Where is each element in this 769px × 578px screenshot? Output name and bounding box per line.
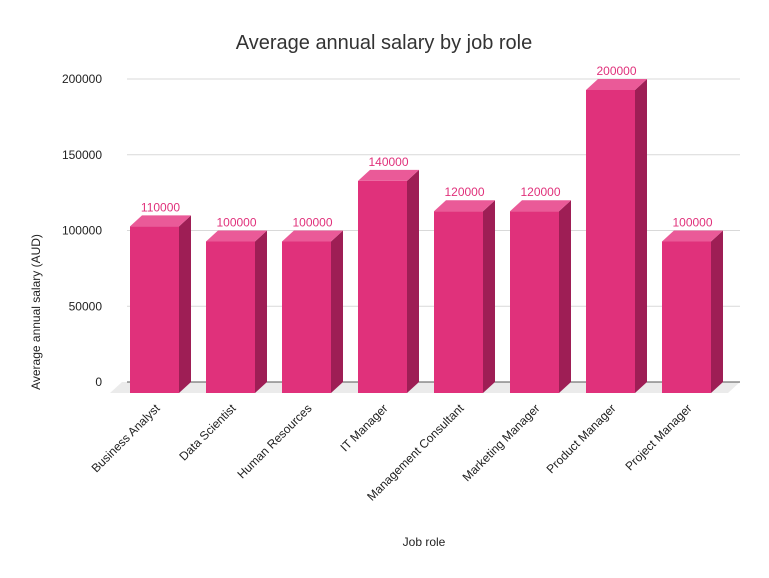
data-label: 120000 <box>444 185 484 199</box>
bar-side <box>179 215 191 393</box>
y-tick-label: 50000 <box>69 299 103 313</box>
bar-front <box>434 211 483 393</box>
bar-front <box>130 226 179 393</box>
bar <box>130 215 191 393</box>
bar-side <box>255 230 267 393</box>
data-label: 100000 <box>216 216 256 230</box>
bar <box>358 169 419 393</box>
data-label: 100000 <box>292 216 332 230</box>
bar-side <box>407 169 419 393</box>
x-tick-label: Product Manager <box>544 401 619 476</box>
bar <box>206 230 267 393</box>
bar-top <box>206 230 267 242</box>
x-tick-label: Marketing Manager <box>460 401 543 484</box>
data-label: 200000 <box>596 64 636 78</box>
chart-title: Average annual salary by job role <box>236 32 532 54</box>
y-axis-ticks: 0 50000 100000 150000 200000 <box>62 72 102 389</box>
bar-top <box>358 169 419 181</box>
bar <box>510 200 571 393</box>
data-label: 100000 <box>672 216 712 230</box>
bar <box>282 230 343 393</box>
x-tick-label: IT Manager <box>337 401 390 454</box>
floor-plane <box>110 382 740 393</box>
bar-front <box>206 241 255 393</box>
data-label: 110000 <box>141 200 180 214</box>
bar-top <box>510 200 571 212</box>
bar-top <box>434 200 495 212</box>
bar-side <box>635 79 647 393</box>
x-tick-label: Human Resources <box>234 401 314 481</box>
bar-top <box>586 79 647 90</box>
bar-side <box>331 230 343 393</box>
bar-side <box>483 200 495 393</box>
bar <box>434 200 495 393</box>
x-tick-label: Project Manager <box>622 401 694 473</box>
bar-top <box>130 215 191 227</box>
data-label: 140000 <box>368 155 408 169</box>
bar-front <box>358 180 407 393</box>
bar <box>586 79 647 393</box>
chart-floor <box>110 381 740 393</box>
bar-side <box>559 200 571 393</box>
y-tick-label: 100000 <box>62 224 102 238</box>
x-axis-title: Job role <box>403 535 446 549</box>
bar-top <box>662 230 723 242</box>
x-tick-label: Business Analyst <box>89 401 164 476</box>
bar-front <box>586 90 635 393</box>
data-label: 120000 <box>520 185 560 199</box>
x-tick-label: Data Scientist <box>176 401 239 464</box>
bar-top <box>282 230 343 242</box>
bar-front <box>510 211 559 393</box>
bar-front <box>662 241 711 393</box>
y-axis-title: Average annual salary (AUD) <box>29 234 43 390</box>
y-tick-label: 200000 <box>62 72 102 86</box>
bar <box>662 230 723 393</box>
y-tick-label: 0 <box>95 375 102 389</box>
bar-side <box>711 230 723 393</box>
bars <box>130 79 723 393</box>
data-labels: 110000 100000 100000 140000 120000 120000 2000… <box>141 64 713 230</box>
bar-front <box>282 241 331 393</box>
y-tick-label: 150000 <box>62 148 102 162</box>
